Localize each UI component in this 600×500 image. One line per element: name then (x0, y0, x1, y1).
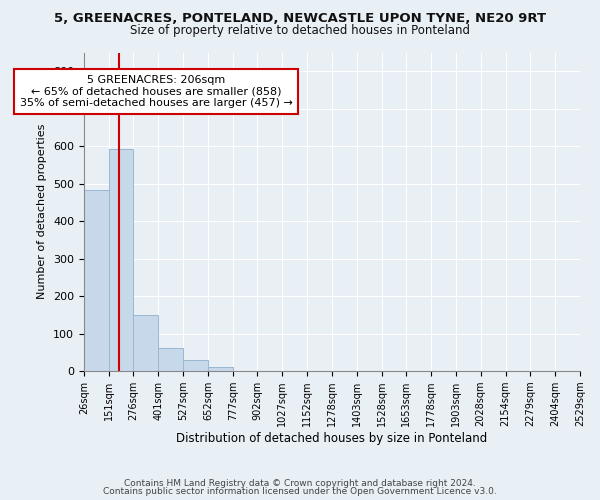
Text: Size of property relative to detached houses in Ponteland: Size of property relative to detached ho… (130, 24, 470, 37)
Bar (208, 368, 233, 371)
Text: 5 GREENACRES: 206sqm
← 65% of detached houses are smaller (858)
35% of semi-deta: 5 GREENACRES: 206sqm ← 65% of detached h… (20, 75, 292, 108)
Text: Contains public sector information licensed under the Open Government Licence v3: Contains public sector information licen… (103, 487, 497, 496)
Text: 5, GREENACRES, PONTELAND, NEWCASTLE UPON TYNE, NE20 9RT: 5, GREENACRES, PONTELAND, NEWCASTLE UPON… (54, 12, 546, 26)
Bar (133, 315, 158, 371)
Bar (109, 149, 133, 371)
X-axis label: Distribution of detached houses by size in Ponteland: Distribution of detached houses by size … (176, 432, 488, 445)
Bar (183, 360, 208, 371)
Text: Contains HM Land Registry data © Crown copyright and database right 2024.: Contains HM Land Registry data © Crown c… (124, 478, 476, 488)
Y-axis label: Number of detached properties: Number of detached properties (37, 124, 47, 300)
Bar (84, 190, 109, 371)
Bar (158, 348, 183, 371)
